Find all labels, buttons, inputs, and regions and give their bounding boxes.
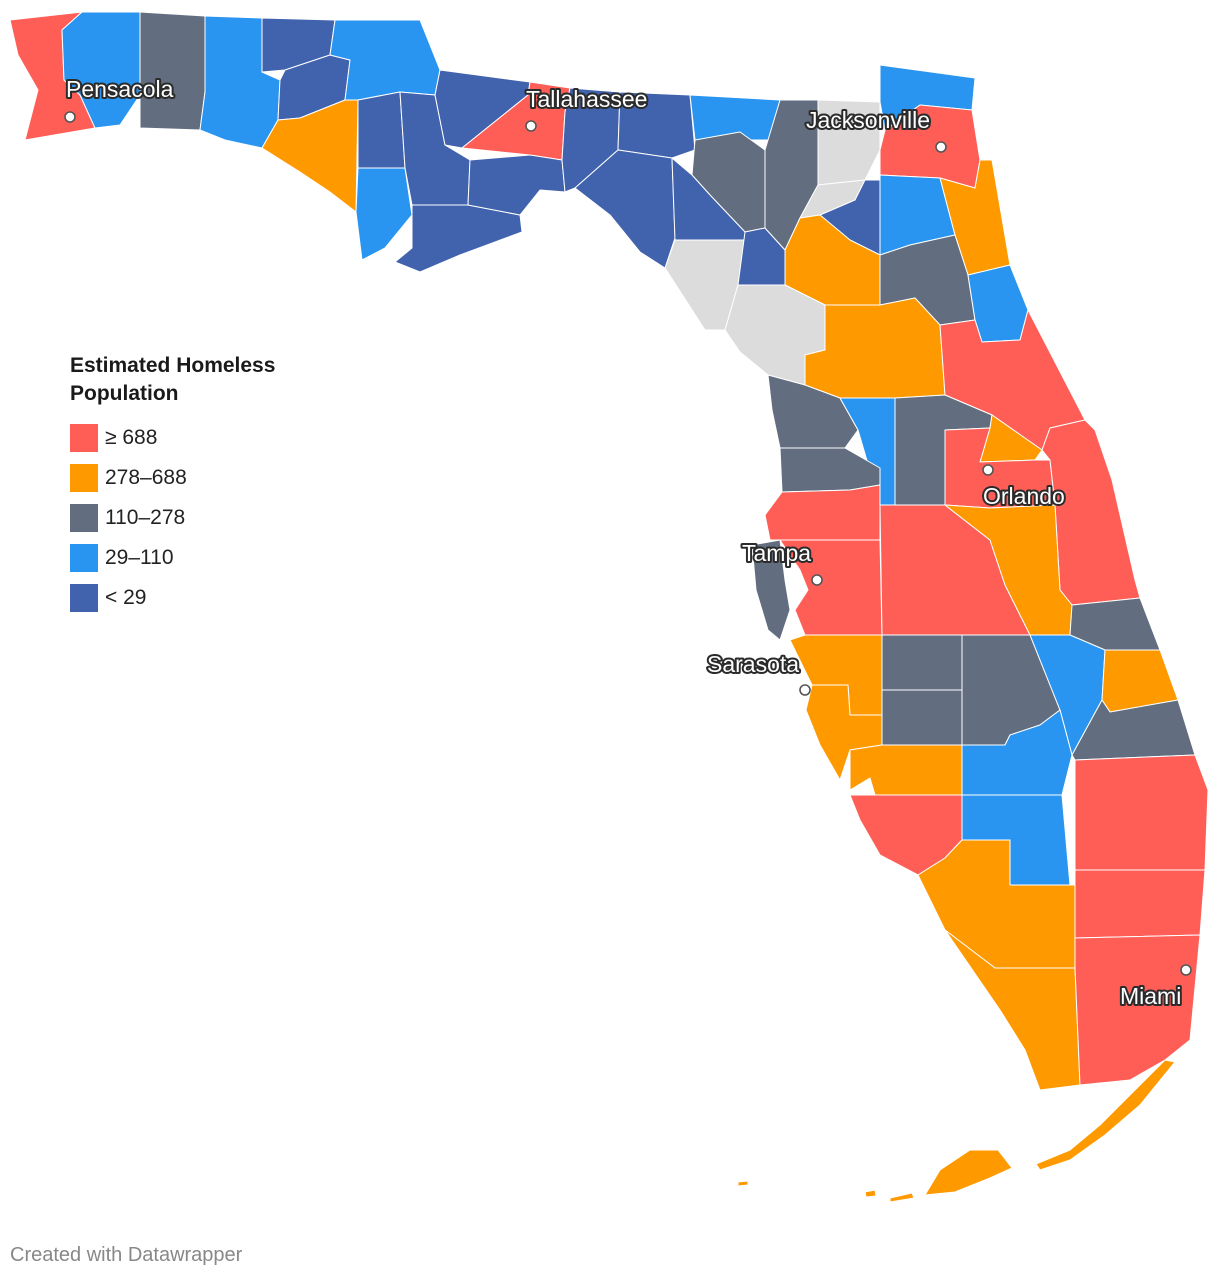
county-miami-dade: [1074, 934, 1201, 1086]
county-charlotte: [849, 744, 963, 796]
city-label: Jacksonville: [806, 107, 930, 133]
city-label: Pensacola: [66, 76, 174, 102]
county-wakulla: [467, 154, 566, 216]
city-marker-orlando: Orlando: [981, 464, 1067, 511]
city-dot: [1180, 964, 1192, 976]
city-label: Orlando: [983, 483, 1065, 509]
county-franklin: [394, 204, 523, 273]
legend-swatch: [70, 544, 98, 572]
city-label: Sarasota: [707, 651, 799, 677]
city-dot: [935, 141, 947, 153]
florida-county-map: Pensacola Tallahassee Jacksonville Orlan…: [9, 11, 1209, 1203]
legend-swatch: [70, 584, 98, 612]
county-madison: [617, 91, 696, 159]
city-dot: [982, 464, 994, 476]
legend-title: Estimated Homeless Population: [70, 354, 276, 405]
city-label: Miami: [1120, 983, 1181, 1009]
county-pasco: [764, 484, 881, 541]
legend-label: ≥ 688: [105, 426, 158, 449]
map-legend: Estimated Homeless Population ≥ 688 278–…: [70, 352, 330, 618]
legend-item: ≥ 688: [70, 418, 330, 458]
county-monroe-keys-west: [924, 1149, 1013, 1196]
city-label: Tampa: [742, 540, 811, 566]
county-palm-beach: [1074, 754, 1209, 871]
county-hardee: [881, 634, 963, 691]
legend-item: 110–278: [70, 498, 330, 538]
city-marker-jacksonville: Jacksonville: [804, 105, 947, 153]
county-monroe-keys: [1035, 1059, 1176, 1171]
county-desoto: [881, 689, 963, 746]
city-marker-tallahassee: Tallahassee: [524, 84, 649, 132]
county-baker: [817, 99, 881, 186]
legend-item: 278–688: [70, 458, 330, 498]
city-dot: [525, 120, 537, 132]
county-citrus: [767, 374, 859, 449]
county-santa-rosa: [61, 11, 141, 129]
county-okaloosa: [139, 11, 206, 131]
legend-label: 29–110: [105, 546, 174, 569]
legend-swatch: [70, 464, 98, 492]
county-gulf: [355, 167, 413, 261]
county-monroe-mainland: [944, 929, 1081, 1091]
city-marker-tampa: Tampa: [740, 538, 823, 586]
datawrapper-credit[interactable]: Created with Datawrapper: [10, 1244, 243, 1266]
county-monroe-keys-islet-3: [737, 1180, 749, 1187]
county-pinellas: [751, 539, 791, 641]
legend-label: 278–688: [105, 466, 187, 489]
city-label: Tallahassee: [526, 86, 647, 112]
city-marker-pensacola: Pensacola: [64, 74, 176, 123]
legend-item: 29–110: [70, 538, 330, 578]
city-dot: [811, 574, 823, 586]
legend-item: < 29: [70, 578, 330, 618]
legend-label: < 29: [105, 586, 147, 609]
legend-swatch: [70, 504, 98, 532]
county-monroe-keys-islet-2: [864, 1189, 877, 1198]
city-marker-miami: Miami: [1118, 964, 1192, 1011]
city-dot: [64, 111, 76, 123]
county-brevard: [1041, 419, 1141, 606]
legend-label: 110–278: [105, 506, 186, 529]
county-monroe-keys-islet-1: [889, 1192, 915, 1203]
city-dot: [799, 684, 811, 696]
county-marion: [804, 297, 946, 399]
county-broward: [1074, 869, 1206, 939]
city-marker-sarasota: Sarasota: [705, 649, 811, 696]
legend-swatch: [70, 424, 98, 452]
county-calhoun: [357, 91, 406, 169]
